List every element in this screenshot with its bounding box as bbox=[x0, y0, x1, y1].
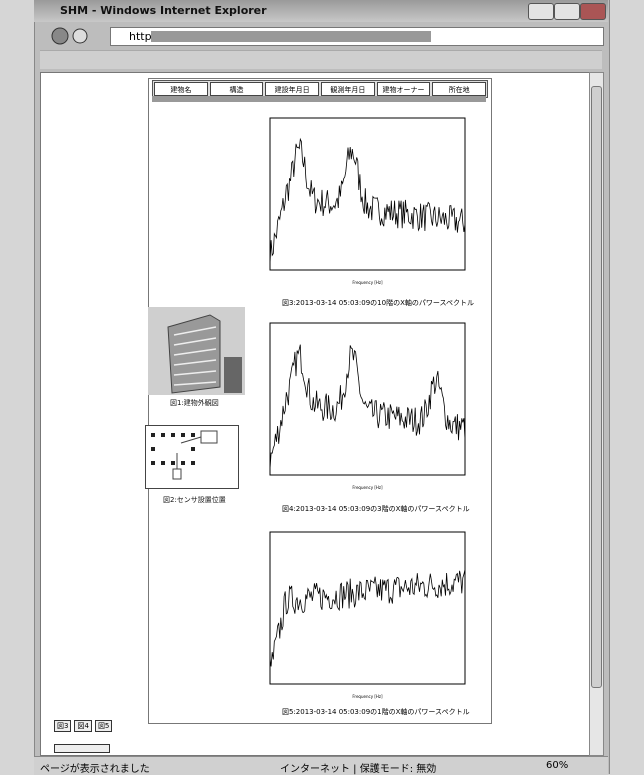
scroll-thumb[interactable] bbox=[591, 86, 602, 688]
title-bar: SHM - Windows Internet Explorer bbox=[34, 0, 608, 22]
header-cell: 建物オーナー bbox=[377, 82, 431, 96]
status-bar: ページが表示されました インターネット | 保護モード: 無効 60% bbox=[34, 756, 608, 775]
screen: {"window": {"title": "SHM - Windows Inte… bbox=[0, 0, 644, 774]
forward-button[interactable] bbox=[73, 29, 87, 43]
window-title: SHM - Windows Internet Explorer bbox=[60, 4, 267, 17]
header-cell: 所在地 bbox=[432, 82, 486, 96]
sensor-diagram bbox=[145, 425, 239, 489]
status-text: ページが表示されました bbox=[40, 760, 150, 775]
header-cell: 観測年月日 bbox=[321, 82, 375, 96]
figure-button[interactable]: 図3 bbox=[54, 720, 71, 732]
header-cell: 建物名 bbox=[154, 82, 208, 96]
address-blur bbox=[151, 31, 431, 42]
minimize-button[interactable] bbox=[528, 3, 554, 20]
figure-caption: 図2:センサ設置位置 bbox=[163, 495, 226, 505]
header-cell: 建設年月日 bbox=[265, 82, 319, 96]
zoom-text[interactable]: 60% bbox=[546, 760, 568, 771]
address-bar[interactable]: http: bbox=[110, 27, 604, 46]
nav-buttons bbox=[50, 26, 106, 46]
back-button[interactable] bbox=[52, 28, 68, 44]
figure-caption: 図1:建物外観図 bbox=[170, 398, 219, 408]
figure-button[interactable]: 図5 bbox=[95, 720, 112, 732]
close-button[interactable] bbox=[580, 3, 606, 20]
figure-button[interactable]: 図4 bbox=[74, 720, 91, 732]
building-photo bbox=[148, 307, 245, 395]
maximize-button[interactable] bbox=[554, 3, 580, 20]
toolbar bbox=[40, 50, 602, 69]
zone-text: インターネット | 保護モード: 無効 bbox=[280, 760, 436, 775]
header-cell: 構造 bbox=[210, 82, 264, 96]
page-button[interactable] bbox=[54, 744, 110, 753]
header-bar bbox=[152, 96, 486, 102]
